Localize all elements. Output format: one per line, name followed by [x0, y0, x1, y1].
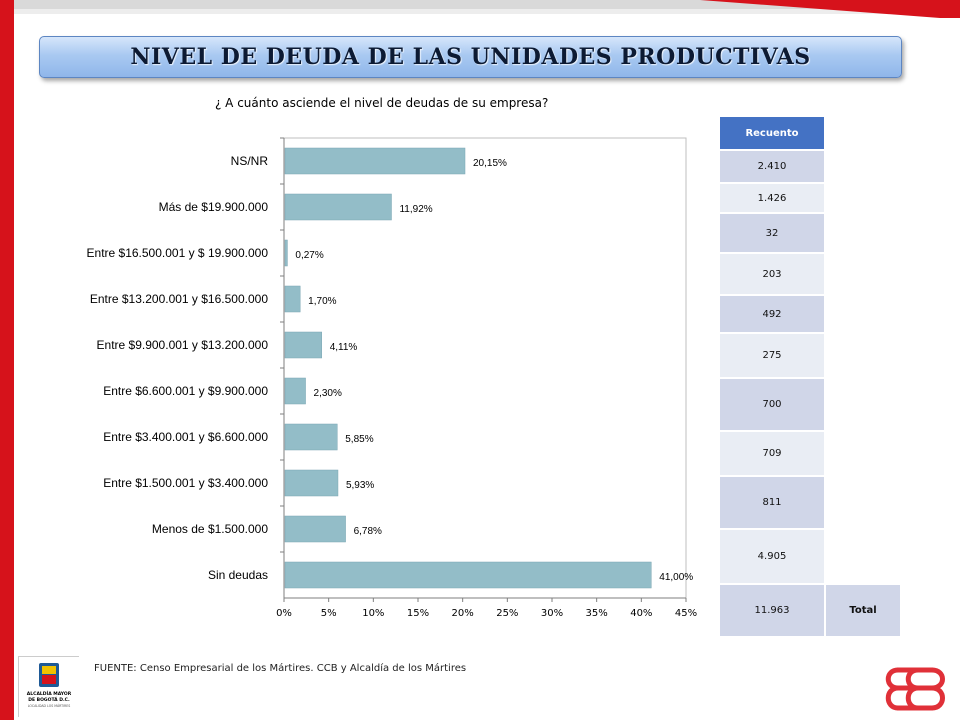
count-cell: 811: [719, 476, 825, 529]
data-label: 20,15%: [473, 158, 507, 169]
data-label: 2,30%: [314, 388, 342, 399]
source-note: FUENTE: Censo Empresarial de los Mártire…: [94, 663, 467, 674]
top-decorative-band: [0, 0, 960, 18]
bar: [284, 515, 346, 543]
bar: [284, 561, 652, 589]
count-cell: 700: [719, 378, 825, 431]
data-label: 11,92%: [399, 204, 432, 215]
data-label: 0,27%: [295, 250, 323, 261]
page-title: NIVEL DE DEUDA DE LAS UNIDADES PRODUCTIV…: [130, 44, 811, 70]
total-count-cell: 11.963: [719, 584, 825, 637]
bar-chart: 0% 5% 10% 15% 20% 25% 30% 35% 40% 45% NS/NR 20,15% M…: [87, 137, 697, 619]
count-cell: 4.905: [719, 529, 825, 584]
logo-text-line-3: LOCALIDAD LOS MÁRTIRES: [28, 703, 71, 708]
category-label: Entre $13.200.001 y $16.500.000: [90, 292, 268, 306]
x-tick-label: 25%: [496, 608, 518, 619]
x-tick-label: 35%: [586, 608, 608, 619]
chart-question: ¿ A cuánto asciende el nivel de deudas d…: [215, 96, 549, 110]
table-header: Recuento: [719, 116, 825, 150]
left-accent-bar: [0, 0, 14, 720]
bar: [284, 331, 322, 359]
count-cell: 2.410: [719, 150, 825, 183]
bar: [284, 285, 301, 313]
category-label: NS/NR: [231, 154, 269, 168]
total-label-cell: Total: [825, 584, 901, 637]
category-label: Entre $16.500.001 y $ 19.900.000: [87, 246, 269, 260]
x-tick-label: 30%: [541, 608, 563, 619]
count-cell: 32: [719, 213, 825, 253]
logo-text-line-2: DE BOGOTÁ D.C.: [28, 696, 70, 703]
x-tick-label: 15%: [407, 608, 429, 619]
x-tick-label: 20%: [452, 608, 474, 619]
x-tick-label: 10%: [362, 608, 384, 619]
bar: [284, 239, 288, 267]
category-label: Más de $19.900.000: [159, 200, 269, 214]
title-banner: NIVEL DE DEUDA DE LAS UNIDADES PRODUCTIV…: [39, 36, 902, 78]
category-label: Menos de $1.500.000: [152, 522, 268, 536]
data-label: 6,78%: [354, 526, 382, 537]
category-label: Entre $9.900.001 y $13.200.000: [97, 338, 269, 352]
category-label: Entre $6.600.001 y $9.900.000: [103, 384, 268, 398]
data-label: 41,00%: [659, 572, 693, 583]
alcaldia-logo: ALCALDÍA MAYOR DE BOGOTÁ D.C. LOCALIDAD …: [18, 656, 79, 717]
count-cell: 492: [719, 295, 825, 333]
count-cell: 1.426: [719, 183, 825, 213]
count-cell: 203: [719, 253, 825, 295]
count-cell: 709: [719, 431, 825, 476]
data-label: 1,70%: [308, 296, 336, 307]
category-label: Sin deudas: [208, 568, 268, 582]
bar: [284, 377, 306, 405]
data-label: 4,11%: [330, 342, 358, 353]
bar: [284, 147, 466, 175]
count-cell: 275: [719, 333, 825, 378]
data-label: 5,85%: [345, 434, 373, 445]
x-tick-label: 45%: [675, 608, 697, 619]
data-label: 5,93%: [346, 480, 374, 491]
bar: [284, 469, 339, 497]
category-label: Entre $3.400.001 y $6.600.000: [103, 430, 268, 444]
x-tick-label: 5%: [321, 608, 337, 619]
ccb-logo-icon: [885, 667, 945, 711]
logo-text-line-1: ALCALDÍA MAYOR: [27, 689, 72, 697]
x-tick-label: 40%: [630, 608, 652, 619]
bar: [284, 423, 338, 451]
x-tick-label: 0%: [276, 608, 292, 619]
category-label: Entre $1.500.001 y $3.400.000: [103, 476, 268, 490]
bar: [284, 193, 392, 221]
